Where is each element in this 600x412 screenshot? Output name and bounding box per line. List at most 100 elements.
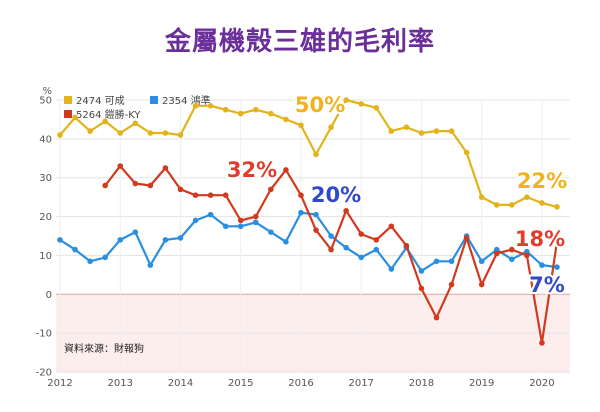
data-point (192, 217, 199, 224)
data-point (448, 258, 455, 265)
data-point (237, 217, 244, 224)
data-point (207, 211, 214, 218)
data-point (162, 237, 169, 243)
y-tick-label: 50 (39, 96, 52, 107)
data-point (358, 231, 365, 237)
data-point (117, 237, 124, 243)
data-point (524, 248, 530, 255)
data-point (343, 207, 349, 214)
data-point (57, 237, 63, 243)
data-point (418, 285, 425, 292)
data-point (509, 202, 515, 208)
data-point (268, 229, 274, 235)
data-point (373, 237, 380, 243)
data-point (328, 246, 334, 253)
data-point (237, 223, 244, 230)
data-point (554, 204, 560, 210)
data-point (147, 182, 154, 189)
data-point (102, 118, 108, 125)
y-tick-label: 20 (39, 212, 52, 223)
callout-label: 18% (515, 227, 565, 251)
data-point (132, 229, 139, 235)
data-point (252, 219, 259, 226)
data-point (509, 256, 515, 263)
data-point (433, 314, 440, 321)
data-point (162, 130, 169, 136)
data-point (478, 281, 485, 288)
data-point (102, 254, 108, 261)
y-tick-label: 10 (39, 251, 52, 262)
data-point (207, 103, 214, 109)
data-point (478, 194, 485, 200)
data-point (252, 106, 259, 113)
series-line (59, 98, 558, 208)
data-point (72, 246, 78, 253)
data-point (524, 194, 530, 200)
data-point (493, 202, 500, 208)
data-point (373, 246, 380, 253)
data-point (358, 101, 365, 107)
data-point (117, 163, 124, 169)
x-tick-label: 2018 (409, 378, 434, 389)
data-point (554, 264, 560, 270)
data-point (418, 268, 425, 274)
y-tick-label: 0 (46, 290, 52, 301)
data-point (222, 223, 229, 230)
data-point (132, 120, 139, 127)
data-point (328, 124, 334, 130)
data-point (87, 128, 93, 134)
data-point (57, 132, 63, 138)
data-point (328, 233, 334, 239)
data-point (87, 258, 93, 265)
source-note: 資料來源：財報狗 (64, 342, 144, 355)
data-point (493, 246, 500, 253)
data-point (283, 116, 289, 123)
data-point (192, 103, 199, 109)
data-point (358, 254, 365, 261)
data-point (448, 128, 455, 134)
legend-label: 2474 可成 (76, 95, 125, 107)
data-point (268, 186, 274, 193)
data-point (448, 281, 455, 288)
y-tick-label: 40 (39, 134, 52, 145)
legend-swatch (64, 96, 72, 104)
callout-label: 7% (529, 273, 565, 297)
legend-swatch (150, 96, 158, 104)
callout-label: 20% (311, 183, 361, 207)
chart-title: 金屬機殼三雄的毛利率 (164, 26, 435, 57)
legend-label: 5264 鎧勝-KY (76, 108, 141, 121)
data-point (147, 262, 154, 268)
data-point (343, 244, 349, 251)
data-point (388, 223, 395, 230)
data-point (554, 239, 560, 245)
data-point (283, 239, 289, 245)
data-point (388, 128, 395, 134)
data-point (539, 200, 545, 206)
callout-label: 50% (295, 93, 345, 117)
data-point (313, 227, 319, 233)
callout-label: 22% (517, 169, 567, 193)
data-point (509, 246, 515, 253)
data-point (298, 192, 304, 198)
data-point (539, 340, 545, 346)
data-point (102, 182, 108, 189)
x-tick-label: 2017 (348, 378, 373, 389)
data-point (433, 258, 440, 265)
callout-label: 32% (227, 158, 277, 182)
data-point (493, 250, 500, 257)
data-point (222, 106, 229, 113)
data-point (298, 122, 304, 129)
data-point (268, 110, 274, 117)
data-point (524, 252, 530, 259)
data-point (162, 165, 169, 171)
data-point (252, 213, 259, 220)
x-tick-label: 2015 (228, 378, 253, 389)
data-point (373, 104, 380, 111)
data-point (403, 242, 410, 249)
data-point (539, 262, 545, 268)
data-point (177, 235, 184, 241)
data-point (192, 192, 199, 198)
data-point (463, 149, 470, 156)
